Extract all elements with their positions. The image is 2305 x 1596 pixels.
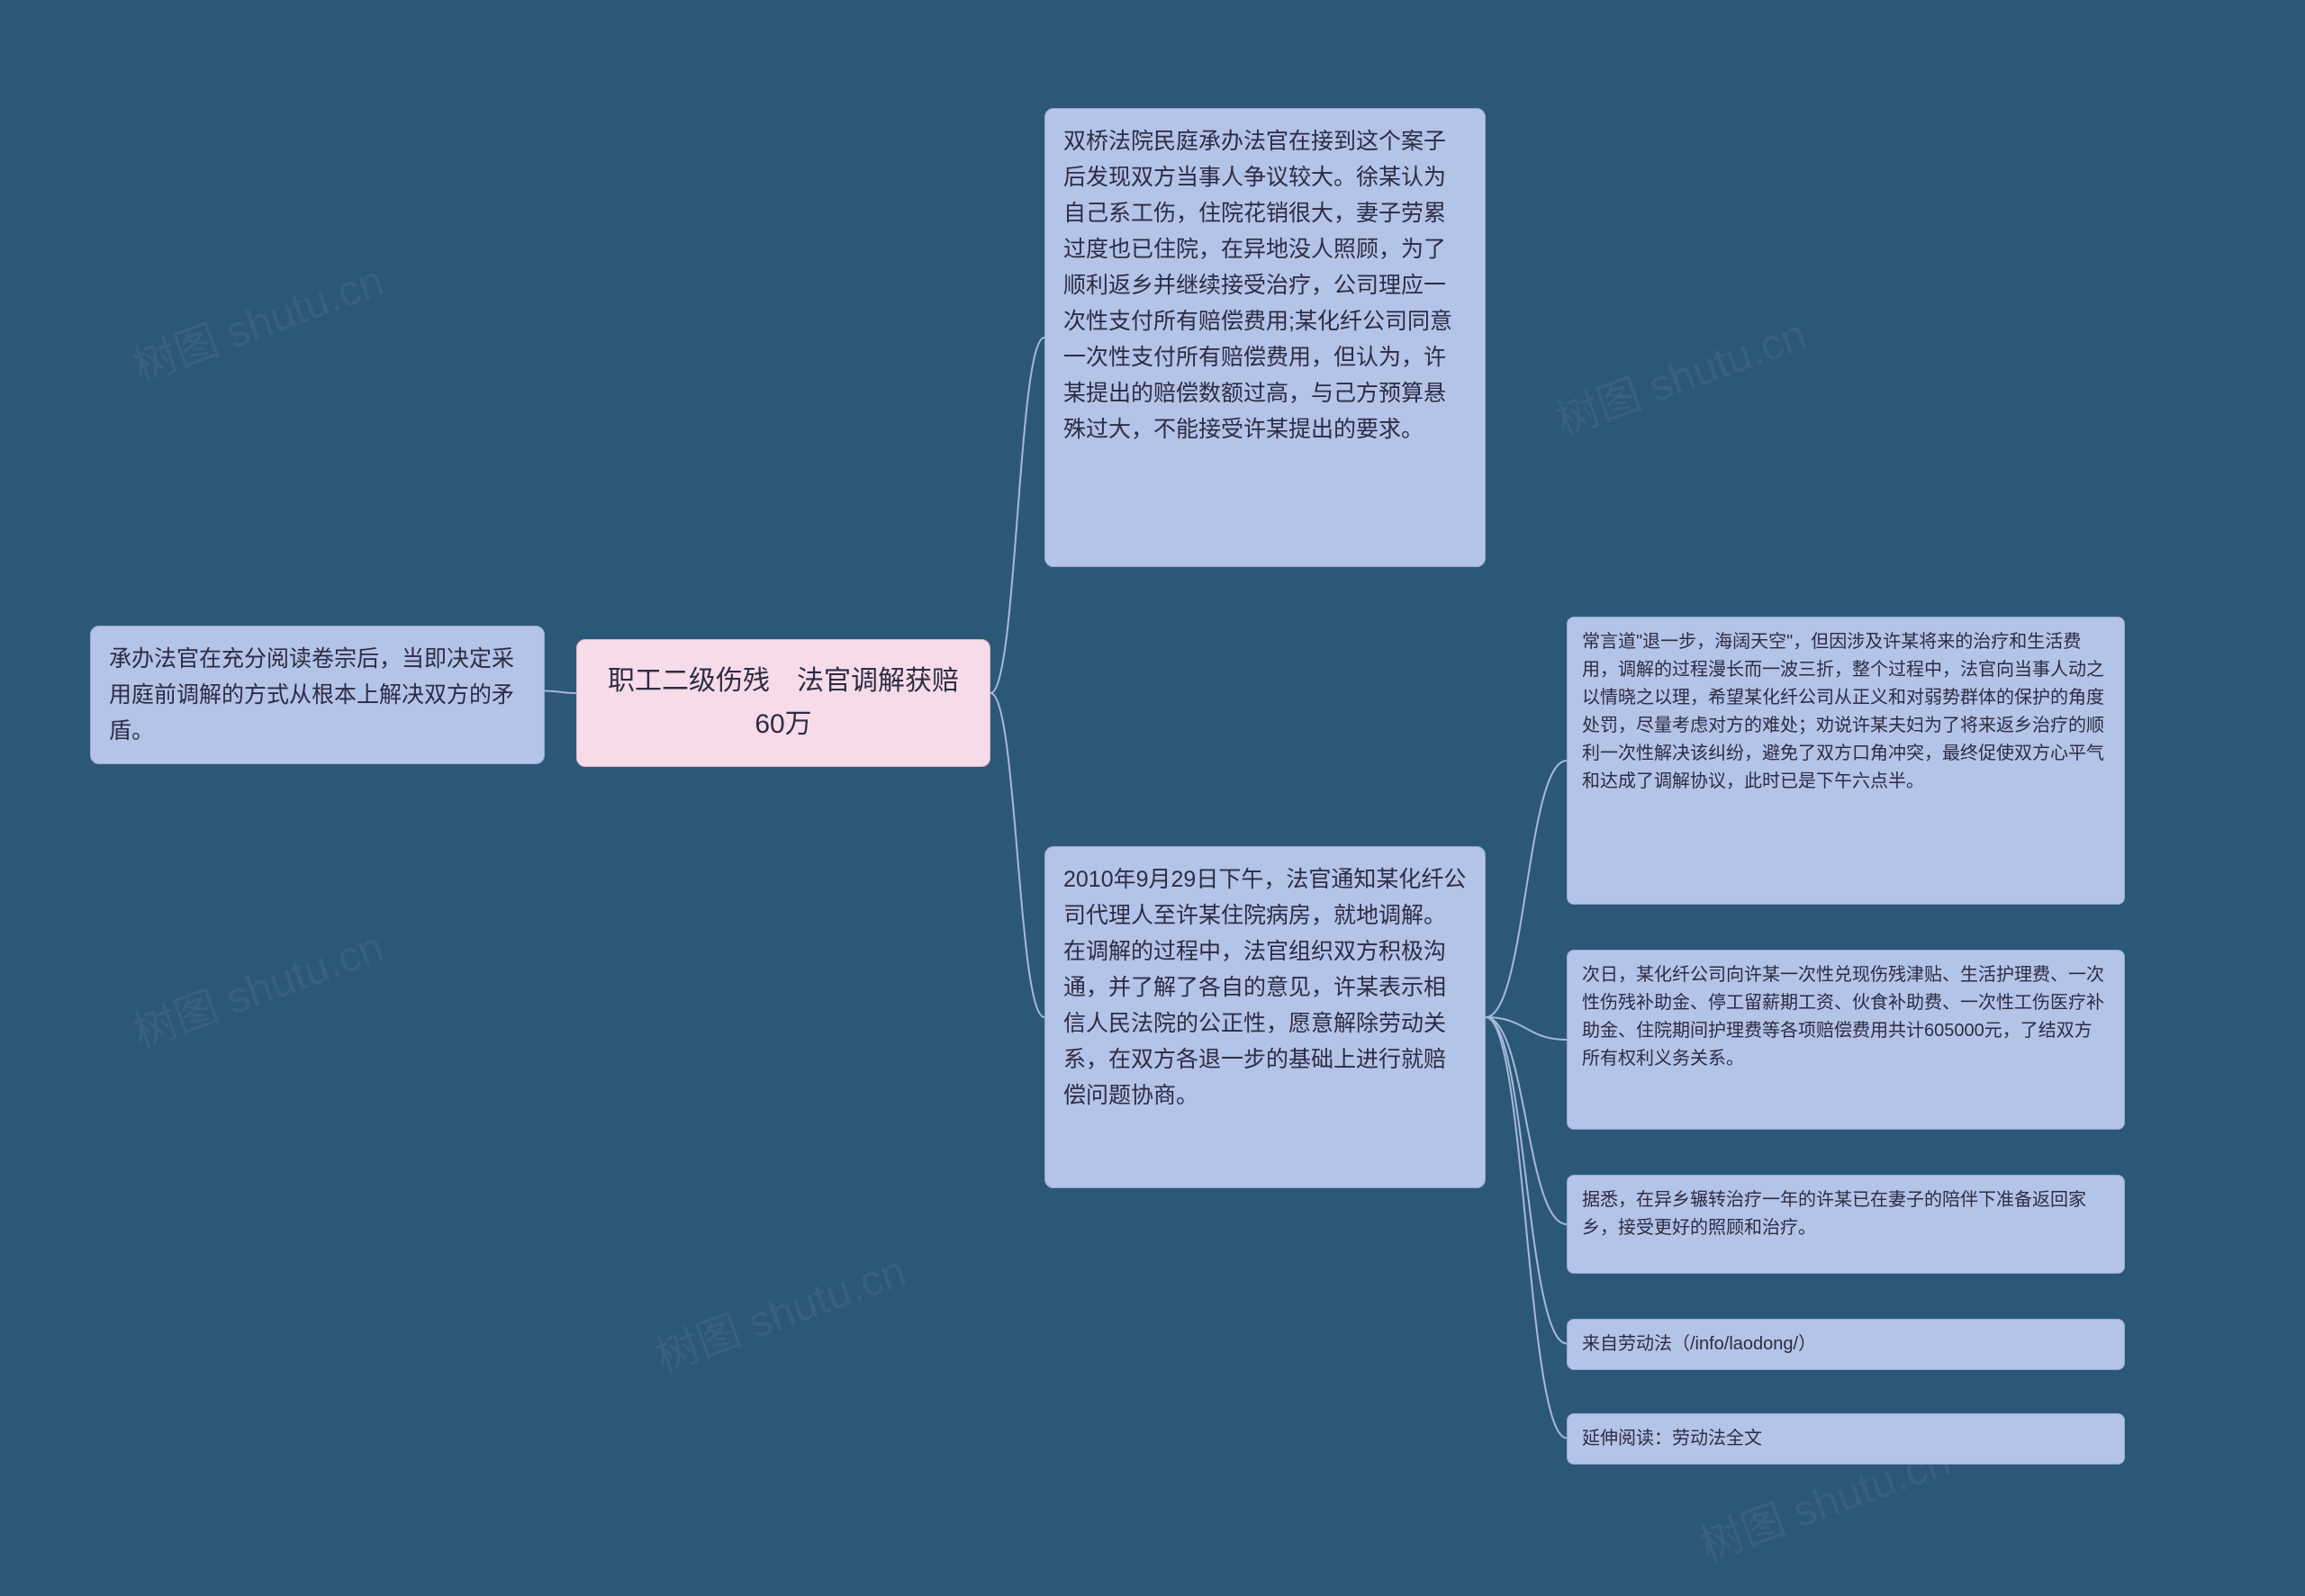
watermark: 树图 shutu.cn	[1546, 299, 1813, 447]
mindmap-leaf-1[interactable]: 常言道"退一步，海阔天空"，但因涉及许某将来的治疗和生活费用，调解的过程漫长而一…	[1567, 617, 2125, 905]
mindmap-leaf-5[interactable]: 延伸阅读：劳动法全文	[1567, 1413, 2125, 1465]
mindmap-leaf-4[interactable]: 来自劳动法（/info/laodong/）	[1567, 1319, 2125, 1370]
watermark: 树图 shutu.cn	[123, 911, 391, 1059]
mindmap-node-right-1[interactable]: 双桥法院民庭承办法官在接到这个案子后发现双方当事人争议较大。徐某认为自己系工伤，…	[1044, 108, 1486, 567]
mindmap-node-right-2[interactable]: 2010年9月29日下午，法官通知某化纤公司代理人至许某住院病房，就地调解。在调…	[1044, 846, 1486, 1188]
mindmap-root-node[interactable]: 职工二级伤残 法官调解获赔60万	[576, 639, 990, 767]
watermark: 树图 shutu.cn	[646, 1235, 913, 1384]
mindmap-leaf-2[interactable]: 次日，某化纤公司向许某一次性兑现伤残津贴、生活护理费、一次性伤残补助金、停工留薪…	[1567, 950, 2125, 1130]
mindmap-leaf-3[interactable]: 据悉，在异乡辗转治疗一年的许某已在妻子的陪伴下准备返回家乡，接受更好的照顾和治疗…	[1567, 1175, 2125, 1274]
mindmap-node-left-1[interactable]: 承办法官在充分阅读卷宗后，当即决定采用庭前调解的方式从根本上解决双方的矛盾。	[90, 626, 545, 764]
watermark: 树图 shutu.cn	[123, 245, 391, 393]
